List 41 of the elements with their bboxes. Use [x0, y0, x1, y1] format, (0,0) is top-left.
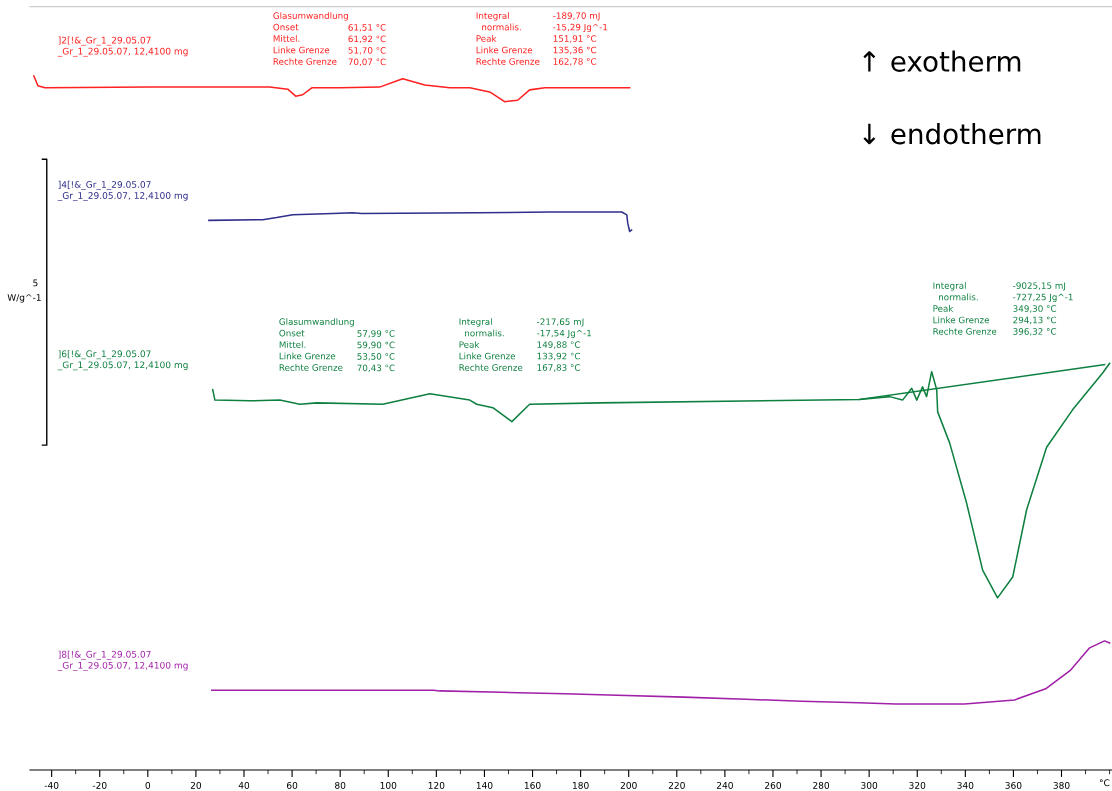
x-tick-label: 320 — [909, 781, 926, 789]
x-tick-label: -20 — [92, 781, 107, 789]
x-tick-label: 80 — [335, 781, 346, 789]
annotation: ↓ endotherm — [863, 122, 1041, 145]
annotation: Integral normalis. Peak Linke Grenze Rechte Grenze — [459, 318, 523, 371]
x-tick-label: 100 — [380, 781, 397, 789]
text: ]2[!&_Gr_1_29.05.07 _Gr_1_29.05.07, 12,4100 mg — [57, 36, 188, 57]
x-tick-label: 140 — [476, 781, 493, 789]
x-tick-label: 260 — [765, 781, 781, 789]
annotation: -9025,15 mJ -727,25 Jg^-1 349,30 °C 294,13 °C 396,32 °C — [1013, 282, 1073, 336]
x-tick-label: 20 — [190, 781, 202, 789]
text: ]4[!&_Gr_1_29.05.07 _Gr_1_29.05.07, 12,4100 mg — [57, 180, 188, 201]
text: 61,51 °C 61,92 °C 51,70 °C 70,07 °C — [348, 24, 386, 66]
annotation: 57,99 °C 59,90 °C 53,50 °C 70,43 °C — [357, 330, 395, 373]
text: ↑ exotherm — [863, 50, 1021, 72]
annotation: 5 — [33, 279, 38, 287]
x-tick-label: 280 — [813, 781, 830, 789]
x-tick-label: 200 — [620, 781, 637, 789]
x-tick-label: 60 — [286, 781, 298, 789]
annotation: W/g^-1 — [7, 294, 41, 303]
x-tick-label: 340 — [957, 781, 974, 789]
x-tick-label: 300 — [861, 781, 878, 789]
x-tick-label: 240 — [716, 781, 733, 789]
text: ]6[!&_Gr_1_29.05.07 _Gr_1_29.05.07, 12,4100 mg — [57, 350, 188, 371]
x-tick-label: 40 — [238, 781, 250, 789]
annotation: -217,65 mJ -17,54 Jg^-1 149,88 °C 133,92 °C 167,83 °C — [537, 318, 591, 372]
x-tick-label: 120 — [428, 781, 445, 789]
x-tick-label: 160 — [524, 781, 541, 789]
annotation: Integral normalis. Peak Linke Grenze Rechte Grenze — [933, 282, 997, 335]
text: ]8[!&_Gr_1_29.05.07 _Gr_1_29.05.07, 12,4100 mg — [57, 650, 188, 671]
text: Integral normalis. Peak Linke Grenze Rechte Grenze — [476, 12, 540, 65]
x-tick-label: 360 — [1005, 781, 1022, 789]
annotation: Glasumwandlung Onset Mittel. Linke Grenze Rechte Grenze — [279, 318, 354, 371]
text: Glasumwandlung Onset Mittel. Linke Grenze Rechte Grenze — [273, 12, 348, 65]
x-tick-label: 380 — [1053, 781, 1070, 789]
x-tick-label: 0 — [145, 781, 151, 789]
text: -189,70 mJ -15,29 Jg^-1 151,91 °C 135,36 °C 162,78 °C — [553, 12, 608, 66]
x-axis-title: °C — [1099, 779, 1110, 787]
x-tick-label: 180 — [572, 781, 589, 789]
x-tick-label: 220 — [668, 781, 685, 789]
x-tick-label: -40 — [44, 781, 59, 789]
